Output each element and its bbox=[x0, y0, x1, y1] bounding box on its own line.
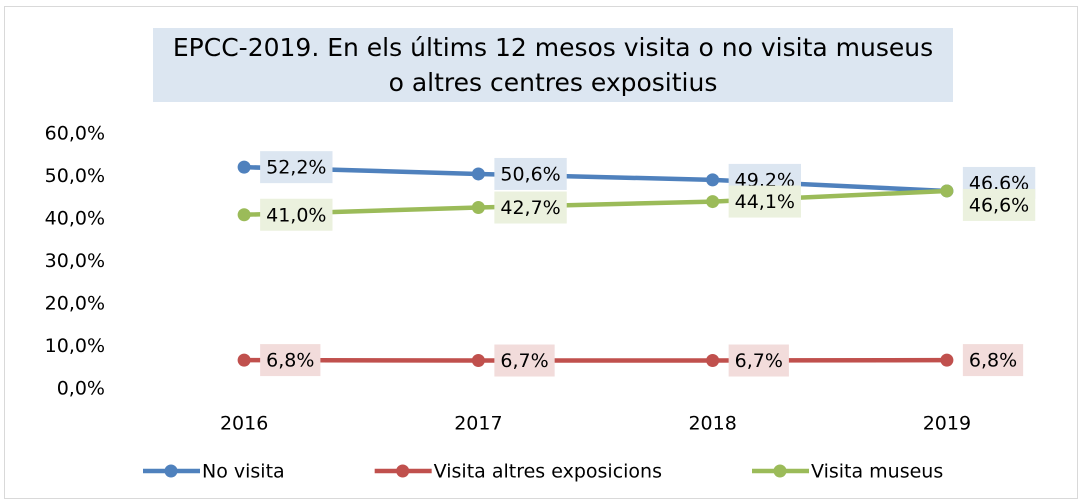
data-point bbox=[471, 354, 485, 368]
legend-marker bbox=[396, 464, 410, 478]
data-label: 42,7% bbox=[500, 197, 560, 219]
legend-marker bbox=[773, 464, 787, 478]
data-label: 46,6% bbox=[969, 194, 1029, 216]
data-point bbox=[237, 160, 251, 174]
data-label-box bbox=[260, 344, 321, 377]
chart-title: EPCC-2019. En els últims 12 mesos visita… bbox=[153, 28, 953, 102]
y-tick-label: 20,0% bbox=[45, 293, 105, 315]
data-label-box bbox=[494, 157, 567, 190]
data-point bbox=[706, 173, 720, 187]
data-label-box bbox=[962, 344, 1024, 377]
data-point bbox=[940, 353, 954, 367]
data-label: 41,0% bbox=[266, 204, 326, 226]
data-label-box bbox=[494, 344, 555, 377]
data-label: 50,6% bbox=[500, 163, 560, 185]
data-label: 6,7% bbox=[500, 350, 548, 372]
x-tick-label: 2019 bbox=[923, 413, 971, 435]
data-point bbox=[237, 208, 251, 222]
y-tick-label: 50,0% bbox=[45, 165, 105, 187]
y-tick-label: 60,0% bbox=[45, 123, 105, 145]
series-line bbox=[241, 164, 950, 194]
data-point bbox=[706, 354, 720, 368]
legend-label: No visita bbox=[202, 461, 285, 483]
data-label: 6,7% bbox=[735, 350, 783, 372]
x-tick-label: 2018 bbox=[688, 413, 736, 435]
y-tick-label: 0,0% bbox=[57, 378, 105, 400]
legend-label: Visita altres exposicions bbox=[434, 461, 662, 483]
y-tick-label: 10,0% bbox=[45, 335, 105, 357]
data-point bbox=[471, 201, 485, 215]
data-label-box bbox=[728, 344, 789, 377]
data-label-box bbox=[728, 185, 801, 218]
data-point bbox=[237, 353, 251, 367]
data-label-box bbox=[962, 188, 1036, 221]
legend-marker bbox=[164, 464, 178, 478]
data-label: 52,2% bbox=[266, 157, 326, 179]
data-point bbox=[940, 184, 954, 198]
data-label-box bbox=[260, 151, 333, 184]
data-label-box bbox=[494, 191, 567, 224]
legend-label: Visita museus bbox=[811, 461, 943, 483]
y-tick-label: 40,0% bbox=[45, 208, 105, 230]
data-point bbox=[706, 195, 720, 209]
data-point bbox=[471, 167, 485, 181]
x-tick-label: 2017 bbox=[454, 413, 502, 435]
y-tick-label: 30,0% bbox=[45, 250, 105, 272]
data-label-box bbox=[260, 198, 333, 231]
x-tick-label: 2016 bbox=[220, 413, 268, 435]
data-label: 6,8% bbox=[266, 350, 314, 372]
data-label: 44,1% bbox=[735, 191, 795, 213]
series-line bbox=[241, 188, 950, 217]
data-label: 6,8% bbox=[969, 350, 1017, 372]
